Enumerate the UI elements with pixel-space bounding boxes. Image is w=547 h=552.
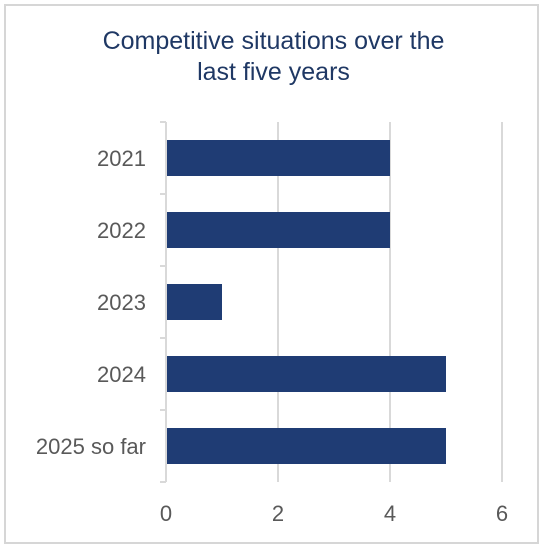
chart-title: Competitive situations over the last fiv… [0, 26, 547, 88]
x-tick-label: 0 [160, 501, 172, 526]
chart-title-line-2: last five years [197, 58, 350, 86]
bar-2023 [167, 284, 222, 320]
bar-2024 [167, 356, 446, 392]
bar-2025-so-far [167, 428, 446, 464]
category-label: 2022 [97, 218, 146, 243]
category-label: 2024 [97, 362, 146, 387]
bar-2021 [167, 140, 390, 176]
chart-title-line-1: Competitive situations over the [102, 27, 445, 55]
category-label: 2021 [97, 146, 146, 171]
bar-2022 [167, 212, 390, 248]
x-tick-label: 4 [384, 501, 396, 526]
x-tick-label: 6 [496, 501, 508, 526]
x-tick-label: 2 [272, 501, 284, 526]
category-label: 2025 so far [36, 434, 146, 459]
category-label: 2023 [97, 290, 146, 315]
